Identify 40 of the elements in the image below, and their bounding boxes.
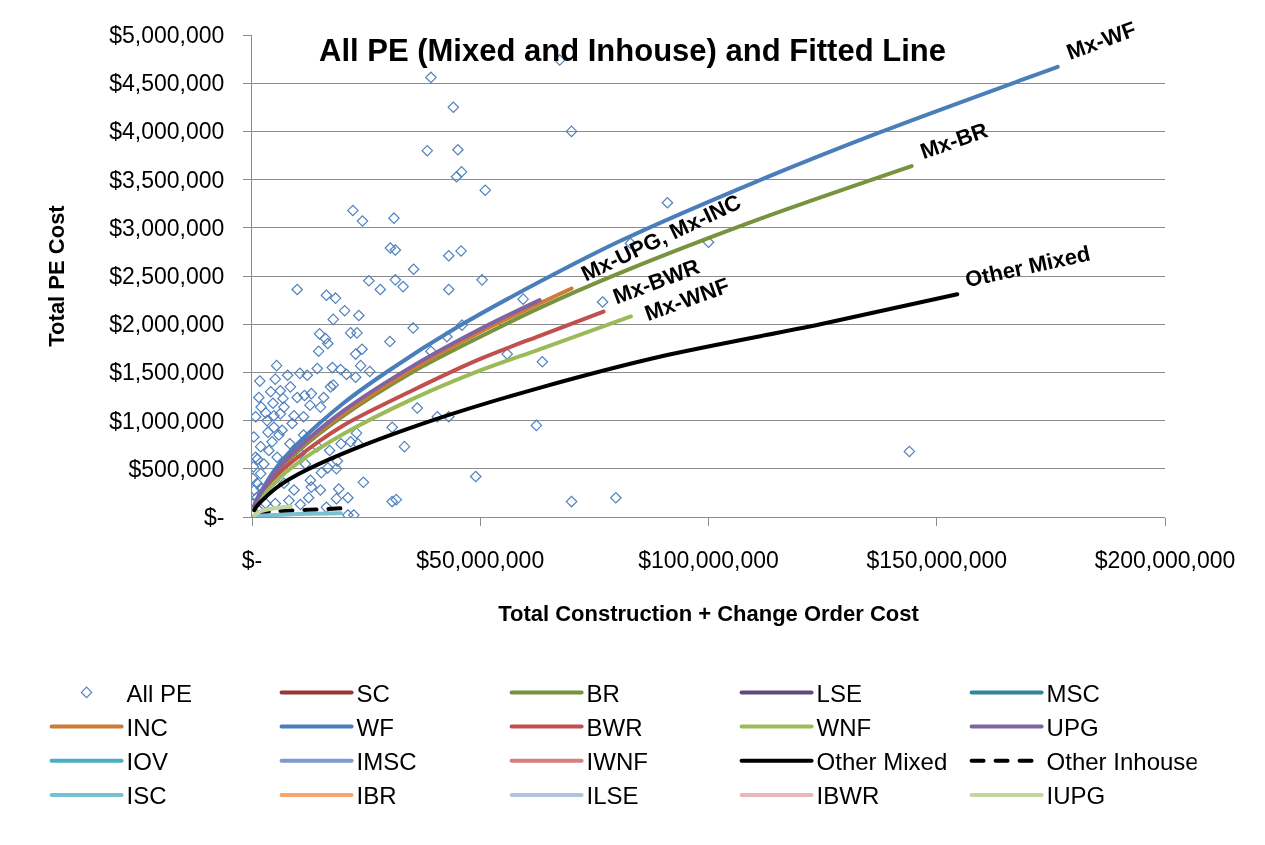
y-axis-title: Total PE Cost [44, 204, 70, 347]
legend-label: ILSE [586, 782, 639, 810]
x-tick-label: $50,000,000 [416, 546, 545, 573]
legend-label: MSC [1046, 679, 1100, 707]
legend-label: IBWR [816, 782, 880, 810]
x-tick-label: $100,000,000 [638, 546, 779, 573]
legend-label: IUPG [1046, 782, 1106, 810]
legend-label: WNF [816, 713, 872, 741]
legend-label: SC [356, 679, 390, 707]
legend-label: WF [356, 713, 394, 741]
annotation: Mx-BR [916, 117, 992, 164]
x-tick-label: $150,000,000 [866, 546, 1008, 573]
legend-label: IOV [126, 748, 168, 776]
y-tick-label: $4,500,000 [109, 70, 225, 97]
legend-label: All PE [126, 679, 192, 707]
legend-label: LSE [816, 679, 862, 707]
y-tick-label: $2,000,000 [109, 311, 225, 338]
y-tick-label: $3,000,000 [109, 214, 225, 241]
y-tick-label: $2,500,000 [109, 263, 225, 290]
legend-label: ISC [126, 782, 167, 810]
y-tick-label: $3,500,000 [109, 166, 225, 193]
chart-title: All PE (Mixed and Inhouse) and Fitted Line [319, 32, 946, 68]
y-tick-label: $1,000,000 [109, 407, 225, 434]
annotation: Other Mixed [962, 240, 1093, 293]
legend-label: IMSC [356, 748, 417, 776]
x-axis-title: Total Construction + Change Order Cost [498, 601, 920, 627]
legend-label: Other Mixed [816, 748, 948, 776]
legend-label: UPG [1046, 713, 1099, 741]
x-tick-label: $200,000,000 [1094, 546, 1236, 573]
legend-label: IWNF [586, 748, 648, 776]
legend-label: BWR [586, 713, 643, 741]
legend-label: IBR [356, 782, 397, 810]
y-tick-label: $1,500,000 [109, 359, 225, 386]
y-tick-label: $- [203, 504, 225, 531]
y-tick-label: $4,000,000 [109, 118, 225, 145]
legend-label: INC [126, 713, 168, 741]
y-tick-label: $500,000 [128, 455, 225, 482]
y-tick-label: $5,000,000 [109, 22, 225, 49]
legend-label: BR [586, 679, 620, 707]
x-tick-label: $- [241, 546, 263, 573]
